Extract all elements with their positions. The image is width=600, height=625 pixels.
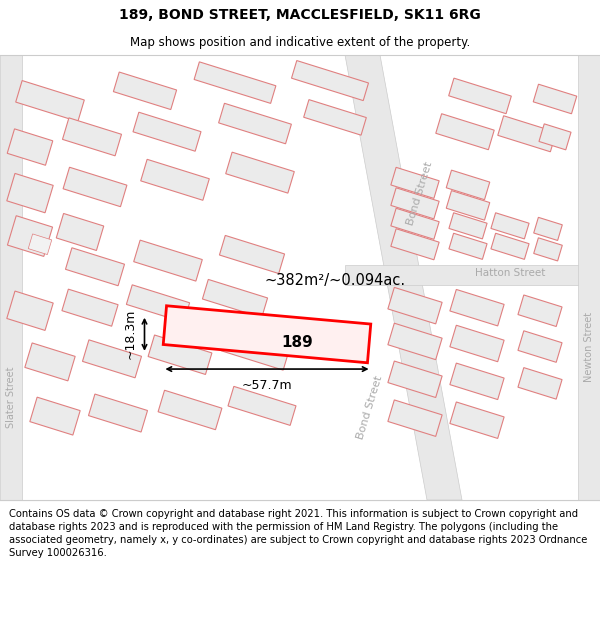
Polygon shape: [7, 129, 53, 165]
Polygon shape: [218, 103, 292, 144]
Polygon shape: [518, 295, 562, 326]
Polygon shape: [539, 124, 571, 150]
Polygon shape: [388, 288, 442, 324]
Polygon shape: [292, 61, 368, 101]
Text: 189, BOND STREET, MACCLESFIELD, SK11 6RG: 189, BOND STREET, MACCLESFIELD, SK11 6RG: [119, 8, 481, 22]
Polygon shape: [163, 306, 371, 362]
Polygon shape: [534, 238, 562, 261]
Polygon shape: [388, 400, 442, 436]
Polygon shape: [28, 234, 52, 254]
Text: 189: 189: [281, 335, 313, 350]
Polygon shape: [391, 188, 439, 219]
Polygon shape: [127, 285, 190, 322]
Polygon shape: [304, 99, 367, 135]
Polygon shape: [533, 84, 577, 114]
Polygon shape: [0, 55, 22, 500]
Polygon shape: [228, 386, 296, 426]
Polygon shape: [226, 152, 294, 193]
Polygon shape: [63, 168, 127, 207]
Polygon shape: [491, 213, 529, 239]
Polygon shape: [158, 390, 222, 430]
Text: Bond Street: Bond Street: [406, 160, 434, 226]
Polygon shape: [134, 240, 202, 281]
Polygon shape: [446, 191, 490, 220]
Polygon shape: [113, 72, 176, 109]
Polygon shape: [202, 279, 268, 318]
Polygon shape: [450, 289, 504, 326]
Polygon shape: [450, 363, 504, 399]
Polygon shape: [30, 397, 80, 435]
Polygon shape: [88, 394, 148, 432]
Polygon shape: [25, 343, 75, 381]
Polygon shape: [391, 208, 439, 239]
Polygon shape: [518, 368, 562, 399]
Text: ~18.3m: ~18.3m: [124, 309, 137, 359]
Polygon shape: [82, 340, 142, 378]
Polygon shape: [446, 170, 490, 200]
Polygon shape: [391, 229, 439, 260]
Polygon shape: [345, 265, 600, 285]
Polygon shape: [133, 112, 201, 151]
Polygon shape: [62, 118, 122, 156]
Text: Contains OS data © Crown copyright and database right 2021. This information is : Contains OS data © Crown copyright and d…: [9, 509, 587, 558]
Polygon shape: [450, 402, 504, 439]
Polygon shape: [391, 168, 439, 198]
Text: Slater Street: Slater Street: [6, 367, 16, 429]
Polygon shape: [148, 335, 212, 374]
Polygon shape: [578, 55, 600, 500]
Polygon shape: [388, 323, 442, 359]
Polygon shape: [7, 291, 53, 331]
Polygon shape: [16, 81, 84, 121]
Polygon shape: [491, 233, 529, 259]
Text: Map shows position and indicative extent of the property.: Map shows position and indicative extent…: [130, 36, 470, 49]
Polygon shape: [388, 361, 442, 398]
Text: Newton Street: Newton Street: [584, 311, 594, 382]
Polygon shape: [498, 116, 556, 152]
Polygon shape: [345, 55, 462, 500]
Polygon shape: [518, 331, 562, 362]
Polygon shape: [449, 233, 487, 259]
Polygon shape: [56, 214, 104, 251]
Polygon shape: [450, 325, 504, 362]
Polygon shape: [436, 114, 494, 150]
Polygon shape: [221, 331, 289, 370]
Polygon shape: [220, 236, 284, 274]
Polygon shape: [194, 62, 276, 103]
Polygon shape: [534, 217, 562, 241]
Text: Bond Street: Bond Street: [356, 375, 385, 441]
Polygon shape: [449, 78, 511, 114]
Polygon shape: [449, 213, 487, 239]
Polygon shape: [65, 248, 125, 286]
Text: ~57.7m: ~57.7m: [242, 379, 292, 392]
Polygon shape: [7, 216, 53, 256]
Polygon shape: [7, 173, 53, 213]
Text: ~382m²/~0.094ac.: ~382m²/~0.094ac.: [265, 272, 406, 288]
Text: Hatton Street: Hatton Street: [475, 268, 545, 278]
Polygon shape: [62, 289, 118, 326]
Polygon shape: [141, 159, 209, 200]
